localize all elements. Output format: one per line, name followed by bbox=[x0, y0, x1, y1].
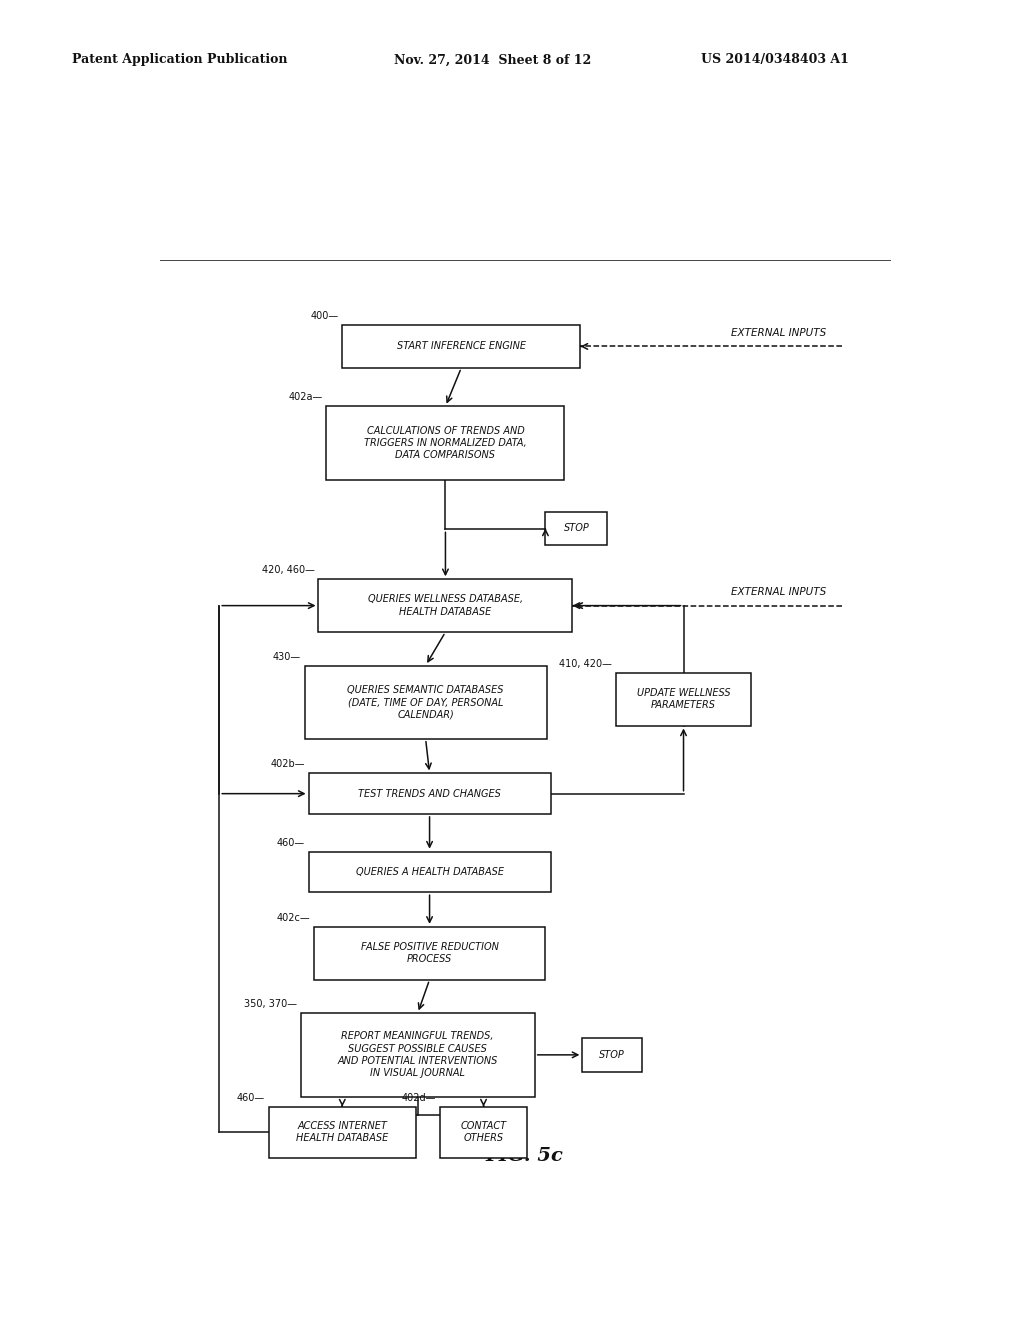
Text: EXTERNAL INPUTS: EXTERNAL INPUTS bbox=[731, 587, 826, 598]
Text: QUERIES SEMANTIC DATABASES
(DATE, TIME OF DAY, PERSONAL
CALENDAR): QUERIES SEMANTIC DATABASES (DATE, TIME O… bbox=[347, 685, 504, 719]
FancyBboxPatch shape bbox=[308, 774, 551, 814]
Text: STOP: STOP bbox=[599, 1049, 625, 1060]
Text: 410, 420—: 410, 420— bbox=[559, 659, 612, 669]
Text: Patent Application Publication: Patent Application Publication bbox=[72, 53, 287, 66]
Text: FALSE POSITIVE REDUCTION
PROCESS: FALSE POSITIVE REDUCTION PROCESS bbox=[360, 942, 499, 965]
FancyBboxPatch shape bbox=[342, 325, 581, 368]
FancyBboxPatch shape bbox=[314, 927, 545, 979]
Text: START INFERENCE ENGINE: START INFERENCE ENGINE bbox=[397, 342, 525, 351]
FancyBboxPatch shape bbox=[583, 1038, 642, 1072]
FancyBboxPatch shape bbox=[440, 1106, 527, 1158]
Text: STOP: STOP bbox=[563, 523, 589, 533]
Text: REPORT MEANINGFUL TRENDS,
SUGGEST POSSIBLE CAUSES
AND POTENTIAL INTERVENTIONS
IN: REPORT MEANINGFUL TRENDS, SUGGEST POSSIB… bbox=[338, 1031, 498, 1078]
Text: EXTERNAL INPUTS: EXTERNAL INPUTS bbox=[731, 329, 826, 338]
Text: 460—: 460— bbox=[237, 1093, 265, 1102]
Text: 402d—: 402d— bbox=[401, 1093, 436, 1102]
FancyBboxPatch shape bbox=[318, 579, 572, 632]
Text: 430—: 430— bbox=[272, 652, 301, 661]
Text: 400—: 400— bbox=[310, 312, 338, 321]
FancyBboxPatch shape bbox=[301, 1014, 535, 1097]
FancyBboxPatch shape bbox=[308, 851, 551, 892]
Text: UPDATE WELLNESS
PARAMETERS: UPDATE WELLNESS PARAMETERS bbox=[637, 688, 730, 710]
Text: TEST TRENDS AND CHANGES: TEST TRENDS AND CHANGES bbox=[358, 788, 501, 799]
Text: 402c—: 402c— bbox=[276, 912, 310, 923]
Text: 350, 370—: 350, 370— bbox=[244, 999, 297, 1008]
Text: FIG. 5c: FIG. 5c bbox=[485, 1147, 564, 1164]
FancyBboxPatch shape bbox=[327, 407, 564, 479]
FancyBboxPatch shape bbox=[616, 673, 751, 726]
Text: 402b—: 402b— bbox=[270, 759, 304, 770]
FancyBboxPatch shape bbox=[304, 665, 547, 739]
FancyBboxPatch shape bbox=[546, 512, 607, 545]
FancyBboxPatch shape bbox=[269, 1106, 416, 1158]
Text: ACCESS INTERNET
HEALTH DATABASE: ACCESS INTERNET HEALTH DATABASE bbox=[296, 1121, 388, 1143]
Text: 420, 460—: 420, 460— bbox=[261, 565, 314, 576]
Text: 460—: 460— bbox=[276, 837, 304, 847]
Text: 402a—: 402a— bbox=[288, 392, 323, 403]
Text: QUERIES A HEALTH DATABASE: QUERIES A HEALTH DATABASE bbox=[355, 867, 504, 876]
Text: QUERIES WELLNESS DATABASE,
HEALTH DATABASE: QUERIES WELLNESS DATABASE, HEALTH DATABA… bbox=[368, 594, 523, 616]
Text: CONTACT
OTHERS: CONTACT OTHERS bbox=[461, 1121, 507, 1143]
Text: US 2014/0348403 A1: US 2014/0348403 A1 bbox=[701, 53, 849, 66]
Text: CALCULATIONS OF TRENDS AND
TRIGGERS IN NORMALIZED DATA,
DATA COMPARISONS: CALCULATIONS OF TRENDS AND TRIGGERS IN N… bbox=[365, 425, 526, 461]
Text: Nov. 27, 2014  Sheet 8 of 12: Nov. 27, 2014 Sheet 8 of 12 bbox=[394, 53, 592, 66]
